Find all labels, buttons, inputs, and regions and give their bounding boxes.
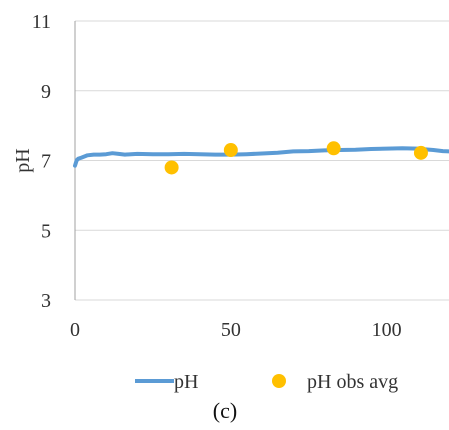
legend-swatch-ph-obs-avg [272, 374, 286, 388]
figure-caption: (c) [213, 398, 237, 423]
x-tick-label: 100 [372, 319, 402, 341]
y-tick-label: 9 [41, 81, 51, 103]
legend: pH pH obs avg [135, 371, 398, 393]
plot-series [73, 141, 449, 175]
gridlines [75, 20, 449, 301]
y-axis-title: pH [12, 148, 34, 172]
y-tick-label: 5 [41, 220, 51, 242]
x-tick-label: 50 [221, 319, 241, 341]
scatter-point-ph-obs-avg [326, 141, 341, 156]
y-tick-label: 11 [32, 11, 51, 33]
y-tick-label: 3 [41, 290, 51, 312]
legend-label-ph-obs-avg: pH obs avg [307, 371, 398, 393]
x-tick-labels: 0 50 100 [70, 319, 402, 341]
y-tick-label: 7 [41, 151, 51, 173]
x-tick-label: 0 [70, 319, 80, 341]
scatter-point-ph-obs-avg [164, 160, 179, 175]
y-tick-labels: 3 5 7 9 11 [32, 11, 51, 312]
legend-label-ph: pH [174, 371, 198, 393]
series-line-ph [73, 146, 449, 168]
scatter-point-ph-obs-avg [413, 145, 428, 160]
scatter-point-ph-obs-avg [223, 143, 238, 158]
